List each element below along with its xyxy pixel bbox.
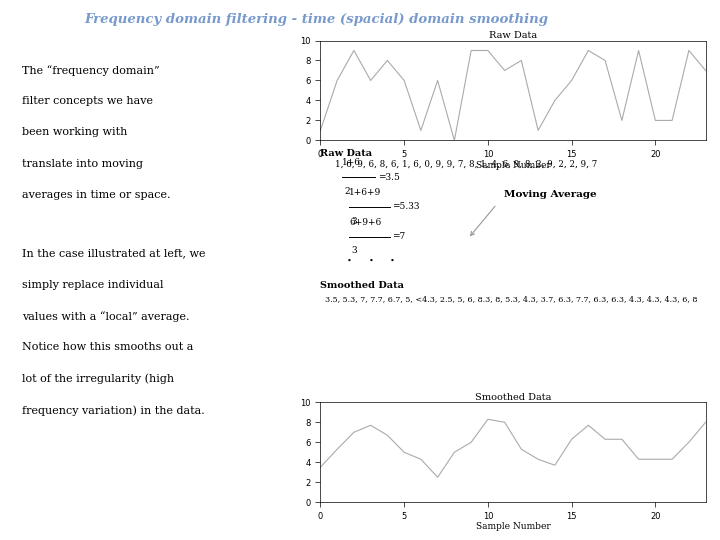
- Text: 3: 3: [351, 217, 357, 226]
- Text: In the case illustrated at left, we: In the case illustrated at left, we: [22, 248, 205, 259]
- X-axis label: Sample Number: Sample Number: [476, 522, 550, 531]
- Text: •: •: [347, 257, 351, 265]
- Text: 3: 3: [351, 246, 357, 255]
- Text: =5.33: =5.33: [392, 202, 420, 211]
- Text: Notice how this smooths out a: Notice how this smooths out a: [22, 342, 193, 353]
- Text: 1, 6, 9, 6, 8, 6, 1, 6, 0, 9, 9, 7, 8, 1, 4, 6, 9, 8, 2, 9, 2, 2, 9, 7: 1, 6, 9, 6, 8, 6, 1, 6, 0, 9, 9, 7, 8, 1…: [335, 159, 597, 168]
- Text: Smoothed Data: Smoothed Data: [320, 281, 405, 291]
- Text: •: •: [390, 257, 395, 265]
- Text: translate into moving: translate into moving: [22, 159, 143, 169]
- Text: =7: =7: [392, 232, 405, 241]
- Title: Smoothed Data: Smoothed Data: [474, 393, 552, 402]
- Text: filter concepts we have: filter concepts we have: [22, 96, 153, 106]
- Text: averages in time or space.: averages in time or space.: [22, 190, 170, 200]
- Text: 3.5, 5.3, 7, 7.7, 6.7, 5, <4.3, 2.5, 5, 6, 8.3, 8, 5.3, 4.3, 3.7, 6.3, 7.7, 6.3,: 3.5, 5.3, 7, 7.7, 6.7, 5, <4.3, 2.5, 5, …: [325, 295, 698, 303]
- Text: Raw Data: Raw Data: [320, 148, 372, 158]
- Text: simply replace individual: simply replace individual: [22, 280, 163, 290]
- Text: 6+9+6: 6+9+6: [349, 218, 382, 227]
- Text: •: •: [369, 257, 373, 265]
- Text: 1+6+9: 1+6+9: [349, 188, 382, 197]
- Text: 2: 2: [344, 187, 350, 196]
- Text: Moving Average: Moving Average: [504, 190, 597, 199]
- Text: values with a “local” average.: values with a “local” average.: [22, 311, 189, 322]
- Text: frequency variation) in the data.: frequency variation) in the data.: [22, 405, 204, 416]
- Text: been working with: been working with: [22, 127, 127, 138]
- Text: =3.5: =3.5: [378, 173, 400, 181]
- Text: 1+6: 1+6: [342, 158, 361, 167]
- Text: Frequency domain filtering - time (spacial) domain smoothing: Frequency domain filtering - time (spaci…: [85, 14, 549, 26]
- Text: lot of the irregularity (high: lot of the irregularity (high: [22, 374, 174, 384]
- Text: The “frequency domain”: The “frequency domain”: [22, 65, 159, 76]
- Title: Raw Data: Raw Data: [489, 31, 537, 40]
- X-axis label: Sample Number: Sample Number: [476, 160, 550, 170]
